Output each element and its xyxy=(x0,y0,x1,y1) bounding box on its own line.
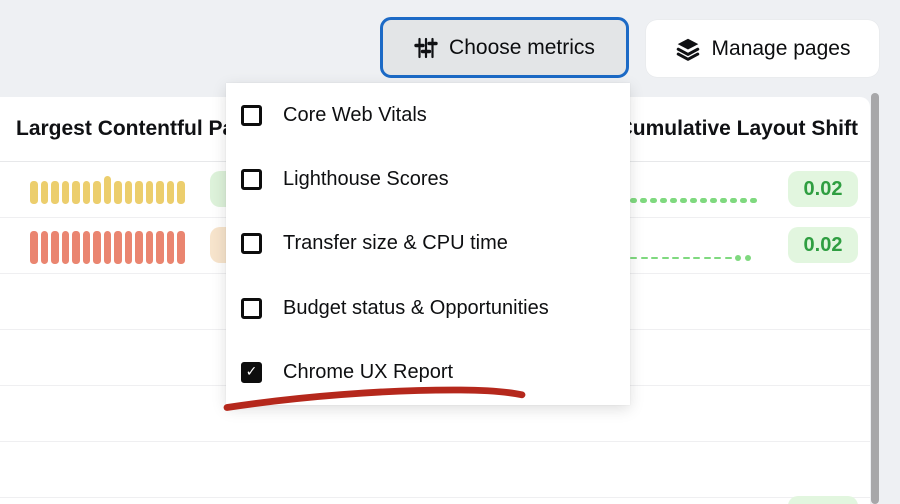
metrics-menu-item[interactable]: Transfer size & CPU time xyxy=(226,212,630,276)
metrics-menu-item[interactable]: Lighthouse Scores xyxy=(226,147,630,211)
checkbox-icon[interactable] xyxy=(241,104,262,126)
cls-value-badge: 0.02 xyxy=(788,171,858,207)
column-header-lcp: Largest Contentful Paint xyxy=(16,117,260,140)
choose-metrics-dropdown: Core Web Vitals Lighthouse Scores Transf… xyxy=(226,83,630,405)
metrics-menu-item[interactable]: Budget status & Opportunities xyxy=(226,276,630,340)
sliders-icon xyxy=(414,36,438,60)
choose-metrics-button[interactable]: Choose metrics xyxy=(380,17,629,78)
metrics-menu-item[interactable]: Chrome UX Report xyxy=(226,341,630,405)
metrics-menu-item-label: Budget status & Opportunities xyxy=(283,296,549,319)
checkbox-icon[interactable] xyxy=(241,169,262,191)
red-underline-annotation xyxy=(223,386,526,411)
metrics-menu-item-label: Lighthouse Scores xyxy=(283,168,449,191)
table-row-empty xyxy=(0,442,870,498)
checkbox-icon[interactable] xyxy=(241,233,262,255)
metrics-menu-item-label: Core Web Vitals xyxy=(283,103,427,126)
vertical-scrollbar-thumb[interactable] xyxy=(871,93,879,504)
checkbox-icon[interactable] xyxy=(241,362,262,384)
column-header-cls: Cumulative Layout Shift xyxy=(617,117,858,140)
lcp-bar-chart xyxy=(30,176,185,204)
cls-value-badge: 0.02 xyxy=(788,227,858,263)
layers-icon xyxy=(675,36,701,62)
metrics-menu-item-label: Transfer size & CPU time xyxy=(283,232,508,255)
cls-sparkline xyxy=(630,255,751,261)
manage-pages-button[interactable]: Manage pages xyxy=(646,20,879,77)
choose-metrics-label: Choose metrics xyxy=(449,35,595,59)
metrics-menu-item-label: Chrome UX Report xyxy=(283,361,454,384)
checkbox-icon[interactable] xyxy=(241,297,262,319)
table-row-empty xyxy=(0,498,870,504)
metrics-menu-item[interactable]: Core Web Vitals xyxy=(226,83,630,147)
cls-sparkline xyxy=(630,198,757,203)
manage-pages-label: Manage pages xyxy=(711,36,851,60)
table-row-empty xyxy=(0,386,870,442)
cls-value-badge-partial xyxy=(788,496,858,504)
lcp-bar-chart xyxy=(30,231,185,264)
